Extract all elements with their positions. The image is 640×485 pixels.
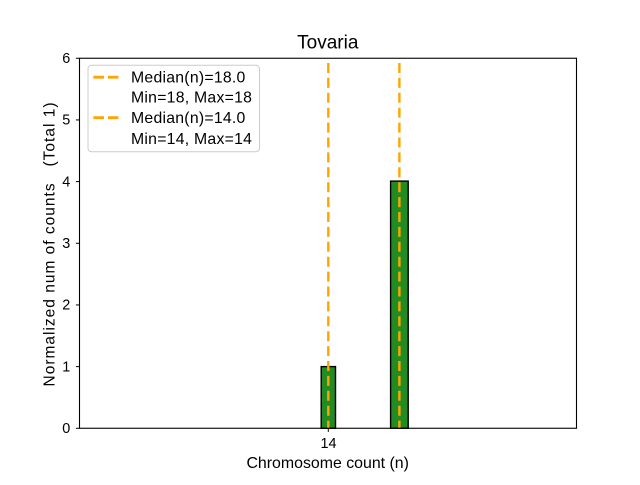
svg-text:Min=14, Max=14: Min=14, Max=14 xyxy=(131,131,252,148)
svg-text:Min=18, Max=18: Min=18, Max=18 xyxy=(131,89,252,106)
svg-text:6: 6 xyxy=(62,51,70,67)
svg-text:4: 4 xyxy=(62,174,70,190)
svg-text:5: 5 xyxy=(62,113,70,129)
svg-text:Median(n)=18.0: Median(n)=18.0 xyxy=(131,70,246,87)
svg-text:Chromosome count (n): Chromosome count (n) xyxy=(246,455,409,472)
svg-text:2: 2 xyxy=(62,298,70,314)
svg-text:14: 14 xyxy=(320,436,336,452)
svg-text:1: 1 xyxy=(62,359,70,375)
svg-text:Tovaria: Tovaria xyxy=(297,32,359,53)
svg-text:0: 0 xyxy=(62,421,70,437)
svg-text:3: 3 xyxy=(62,236,70,252)
svg-text:Normalized num of counts (To: Normalized num of counts (Total 1) xyxy=(42,102,59,387)
svg-text:Median(n)=14.0: Median(n)=14.0 xyxy=(131,110,246,127)
